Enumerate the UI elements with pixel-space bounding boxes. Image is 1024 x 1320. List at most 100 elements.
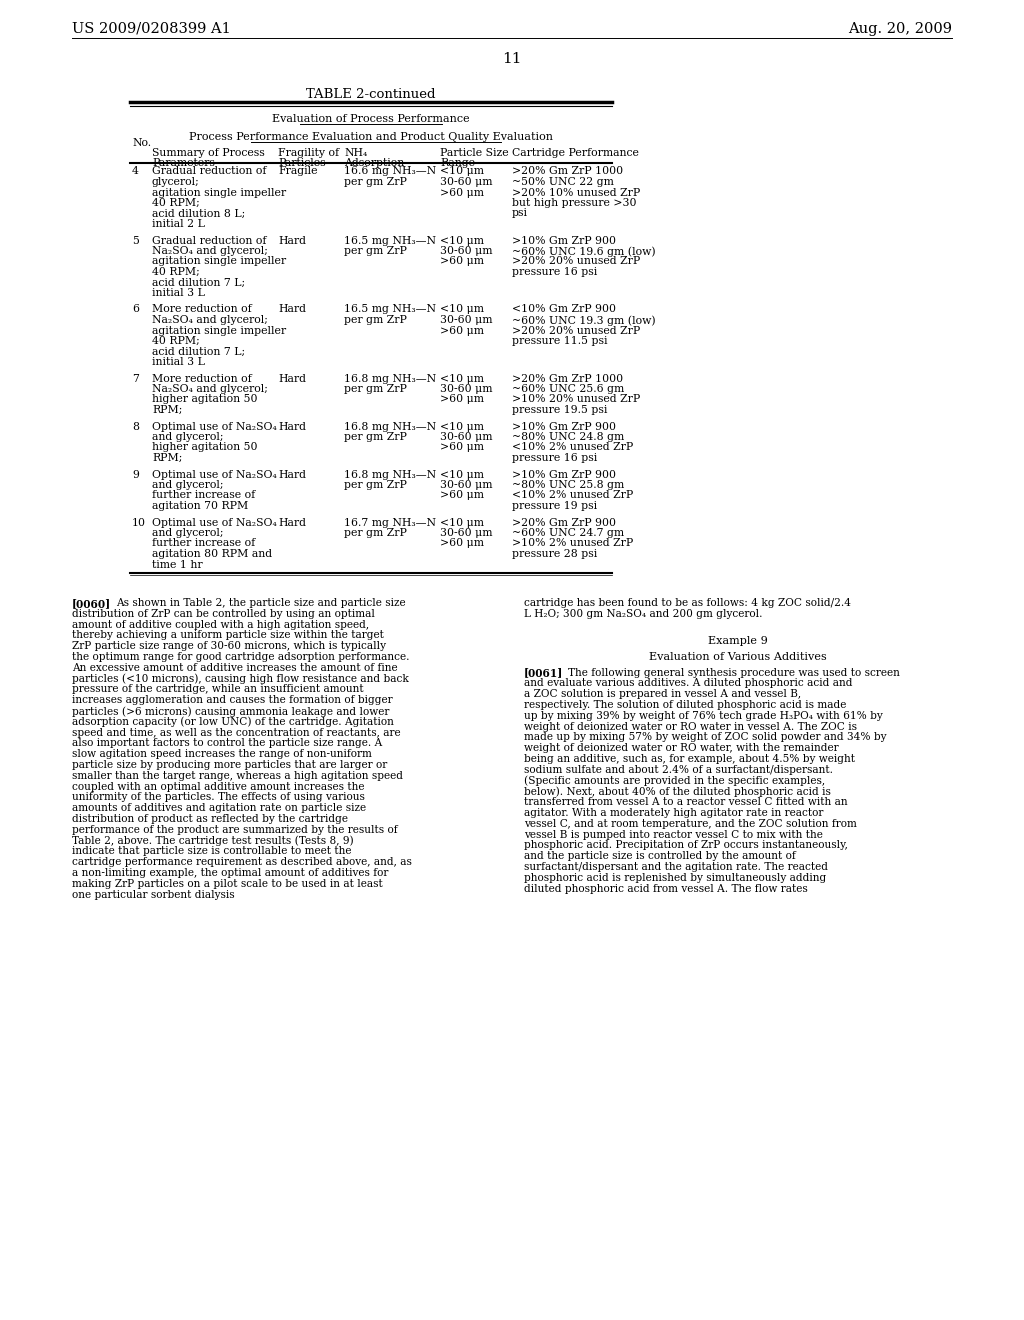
Text: coupled with an optimal additive amount increases the: coupled with an optimal additive amount … (72, 781, 365, 792)
Text: <10% 2% unused ZrP: <10% 2% unused ZrP (512, 442, 633, 453)
Text: transferred from vessel A to a reactor vessel C fitted with an: transferred from vessel A to a reactor v… (524, 797, 848, 808)
Text: Particles: Particles (278, 158, 326, 169)
Text: cartridge performance requirement as described above, and, as: cartridge performance requirement as des… (72, 857, 412, 867)
Text: being an additive, such as, for example, about 4.5% by weight: being an additive, such as, for example,… (524, 754, 855, 764)
Text: distribution of product as reflected by the cartridge: distribution of product as reflected by … (72, 814, 348, 824)
Text: >10% 20% unused ZrP: >10% 20% unused ZrP (512, 395, 640, 404)
Text: slow agitation speed increases the range of non-uniform: slow agitation speed increases the range… (72, 750, 372, 759)
Text: 40 RPM;: 40 RPM; (152, 198, 200, 209)
Text: agitation single impeller: agitation single impeller (152, 326, 286, 335)
Text: pressure 11.5 psi: pressure 11.5 psi (512, 337, 607, 346)
Text: agitation 80 RPM and: agitation 80 RPM and (152, 549, 272, 558)
Text: 8: 8 (132, 421, 139, 432)
Text: made up by mixing 57% by weight of ZOC solid powder and 34% by: made up by mixing 57% by weight of ZOC s… (524, 733, 887, 742)
Text: [0061]: [0061] (524, 668, 563, 678)
Text: particles (<10 microns), causing high flow resistance and back: particles (<10 microns), causing high fl… (72, 673, 409, 684)
Text: higher agitation 50: higher agitation 50 (152, 442, 257, 453)
Text: vessel C, and at room temperature, and the ZOC solution from: vessel C, and at room temperature, and t… (524, 818, 857, 829)
Text: 30-60 μm: 30-60 μm (440, 246, 493, 256)
Text: Na₂SO₄ and glycerol;: Na₂SO₄ and glycerol; (152, 384, 268, 393)
Text: pressure 16 psi: pressure 16 psi (512, 267, 597, 277)
Text: 40 RPM;: 40 RPM; (152, 267, 200, 277)
Text: <10 μm: <10 μm (440, 235, 484, 246)
Text: vessel B is pumped into reactor vessel C to mix with the: vessel B is pumped into reactor vessel C… (524, 829, 823, 840)
Text: higher agitation 50: higher agitation 50 (152, 395, 257, 404)
Text: agitation 70 RPM: agitation 70 RPM (152, 502, 248, 511)
Text: performance of the product are summarized by the results of: performance of the product are summarize… (72, 825, 397, 834)
Text: acid dilution 7 L;: acid dilution 7 L; (152, 346, 245, 356)
Text: further increase of: further increase of (152, 491, 255, 500)
Text: 11: 11 (502, 51, 522, 66)
Text: Aug. 20, 2009: Aug. 20, 2009 (848, 22, 952, 36)
Text: ~60% UNC 19.3 gm (low): ~60% UNC 19.3 gm (low) (512, 315, 655, 326)
Text: Na₂SO₄ and glycerol;: Na₂SO₄ and glycerol; (152, 246, 268, 256)
Text: indicate that particle size is controllable to meet the: indicate that particle size is controlla… (72, 846, 351, 857)
Text: ~60% UNC 25.6 gm: ~60% UNC 25.6 gm (512, 384, 625, 393)
Text: uniformity of the particles. The effects of using various: uniformity of the particles. The effects… (72, 792, 365, 803)
Text: Fragility of: Fragility of (278, 148, 339, 158)
Text: per gm ZrP: per gm ZrP (344, 384, 407, 393)
Text: smaller than the target range, whereas a high agitation speed: smaller than the target range, whereas a… (72, 771, 403, 781)
Text: and glycerol;: and glycerol; (152, 528, 223, 539)
Text: diluted phosphoric acid from vessel A. The flow rates: diluted phosphoric acid from vessel A. T… (524, 883, 808, 894)
Text: 16.5 mg NH₃—N: 16.5 mg NH₃—N (344, 305, 436, 314)
Text: >20% Gm ZrP 1000: >20% Gm ZrP 1000 (512, 374, 624, 384)
Text: 16.8 mg NH₃—N: 16.8 mg NH₃—N (344, 421, 436, 432)
Text: respectively. The solution of diluted phosphoric acid is made: respectively. The solution of diluted ph… (524, 700, 847, 710)
Text: thereby achieving a uniform particle size within the target: thereby achieving a uniform particle siz… (72, 631, 384, 640)
Text: also important factors to control the particle size range. A: also important factors to control the pa… (72, 738, 382, 748)
Text: speed and time, as well as the concentration of reactants, are: speed and time, as well as the concentra… (72, 727, 400, 738)
Text: pressure 19 psi: pressure 19 psi (512, 502, 597, 511)
Text: Cartridge Performance: Cartridge Performance (512, 148, 639, 158)
Text: amount of additive coupled with a high agitation speed,: amount of additive coupled with a high a… (72, 619, 369, 630)
Text: pressure 19.5 psi: pressure 19.5 psi (512, 405, 607, 414)
Text: one particular sorbent dialysis: one particular sorbent dialysis (72, 890, 234, 900)
Text: but high pressure >30: but high pressure >30 (512, 198, 637, 209)
Text: [0060]: [0060] (72, 598, 112, 609)
Text: pressure of the cartridge, while an insufficient amount: pressure of the cartridge, while an insu… (72, 684, 364, 694)
Text: amounts of additives and agitation rate on particle size: amounts of additives and agitation rate … (72, 803, 367, 813)
Text: phosphoric acid. Precipitation of ZrP occurs instantaneously,: phosphoric acid. Precipitation of ZrP oc… (524, 841, 848, 850)
Text: TABLE 2-continued: TABLE 2-continued (306, 88, 436, 102)
Text: distribution of ZrP can be controlled by using an optimal: distribution of ZrP can be controlled by… (72, 609, 375, 619)
Text: up by mixing 39% by weight of 76% tech grade H₃PO₄ with 61% by: up by mixing 39% by weight of 76% tech g… (524, 710, 883, 721)
Text: 30-60 μm: 30-60 μm (440, 480, 493, 490)
Text: Optimal use of Na₂SO₄: Optimal use of Na₂SO₄ (152, 517, 276, 528)
Text: glycerol;: glycerol; (152, 177, 200, 187)
Text: >60 μm: >60 μm (440, 395, 484, 404)
Text: per gm ZrP: per gm ZrP (344, 177, 407, 187)
Text: further increase of: further increase of (152, 539, 255, 549)
Text: <10 μm: <10 μm (440, 517, 484, 528)
Text: ~80% UNC 25.8 gm: ~80% UNC 25.8 gm (512, 480, 625, 490)
Text: 7: 7 (132, 374, 139, 384)
Text: Hard: Hard (278, 470, 306, 479)
Text: particle size by producing more particles that are larger or: particle size by producing more particle… (72, 760, 387, 770)
Text: >20% 20% unused ZrP: >20% 20% unused ZrP (512, 326, 640, 335)
Text: >60 μm: >60 μm (440, 442, 484, 453)
Text: sodium sulfate and about 2.4% of a surfactant/dispersant.: sodium sulfate and about 2.4% of a surfa… (524, 764, 833, 775)
Text: Na₂SO₄ and glycerol;: Na₂SO₄ and glycerol; (152, 315, 268, 325)
Text: Parameters: Parameters (152, 158, 215, 169)
Text: 30-60 μm: 30-60 μm (440, 177, 493, 187)
Text: As shown in Table 2, the particle size and particle size: As shown in Table 2, the particle size a… (116, 598, 406, 609)
Text: 30-60 μm: 30-60 μm (440, 315, 493, 325)
Text: No.: No. (132, 137, 152, 148)
Text: Range: Range (440, 158, 475, 169)
Text: ~60% UNC 19.6 gm (low): ~60% UNC 19.6 gm (low) (512, 246, 655, 256)
Text: >10% 2% unused ZrP: >10% 2% unused ZrP (512, 539, 633, 549)
Text: time 1 hr: time 1 hr (152, 560, 203, 569)
Text: >60 μm: >60 μm (440, 326, 484, 335)
Text: >10% Gm ZrP 900: >10% Gm ZrP 900 (512, 421, 616, 432)
Text: weight of deionized water or RO water in vessel A. The ZOC is: weight of deionized water or RO water in… (524, 722, 857, 731)
Text: initial 2 L: initial 2 L (152, 219, 205, 228)
Text: particles (>6 microns) causing ammonia leakage and lower: particles (>6 microns) causing ammonia l… (72, 706, 389, 717)
Text: <10% Gm ZrP 900: <10% Gm ZrP 900 (512, 305, 616, 314)
Text: Hard: Hard (278, 235, 306, 246)
Text: agitation single impeller: agitation single impeller (152, 256, 286, 267)
Text: An excessive amount of additive increases the amount of fine: An excessive amount of additive increase… (72, 663, 397, 673)
Text: ~60% UNC 24.7 gm: ~60% UNC 24.7 gm (512, 528, 624, 539)
Text: psi: psi (512, 209, 528, 219)
Text: per gm ZrP: per gm ZrP (344, 432, 407, 442)
Text: Example 9: Example 9 (708, 636, 768, 645)
Text: <10 μm: <10 μm (440, 470, 484, 479)
